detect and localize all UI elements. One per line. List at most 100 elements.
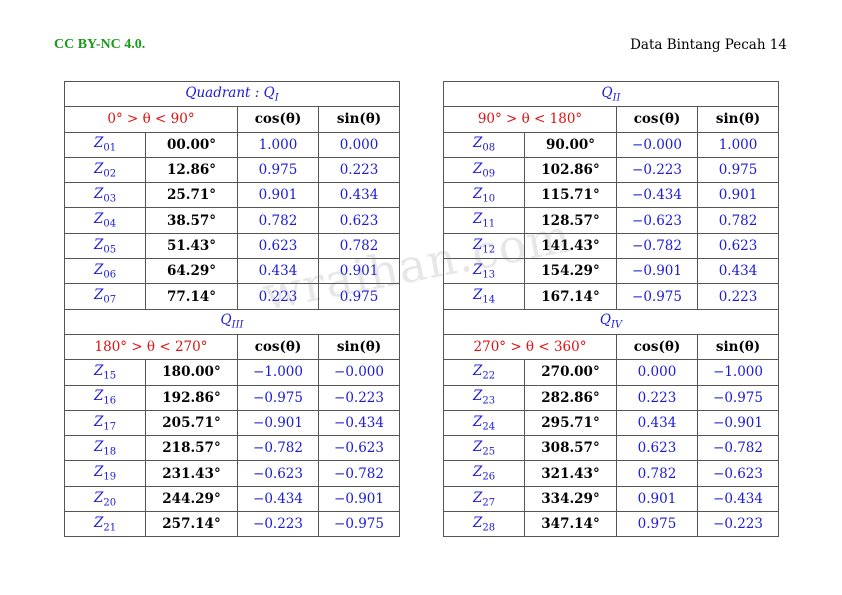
- angle-value: 154.29°: [524, 258, 617, 285]
- table-row: Z05 51.43° 0.623 0.782: [64, 232, 401, 260]
- table-row: Z11 128.57° −0.623 0.782: [443, 207, 780, 234]
- table-row: Z23 282.86° 0.223 −0.975: [443, 384, 780, 411]
- quadrant-table-left: Quadrant : QI 0° > θ < 90° cos(θ) sin(θ) Z 01…: [63, 80, 401, 538]
- point-letter: Z: [472, 160, 483, 177]
- angle-value: 128.57°: [524, 207, 617, 234]
- angle-range: 90° > θ < 180°: [443, 106, 617, 133]
- point-letter: Z: [472, 464, 483, 481]
- point-letter: Z: [472, 489, 483, 506]
- column-header-row: 180° > θ < 270° cos(θ) sin(θ): [64, 333, 401, 361]
- sin-value: 0.975: [317, 283, 401, 310]
- angle-value: 231.43°: [145, 460, 238, 487]
- point-index: 25: [482, 446, 496, 458]
- point-letter: Z: [93, 211, 104, 228]
- point-index: 28: [482, 522, 496, 534]
- point-letter: Z: [93, 160, 104, 177]
- sin-value: 0.782: [317, 232, 401, 260]
- sin-column-header: sin(θ): [317, 106, 401, 133]
- cos-value: −0.901: [616, 258, 698, 285]
- angle-value: 64.29°: [145, 258, 238, 285]
- sin-value: −0.782: [317, 460, 401, 487]
- angle-value: 115.71°: [524, 182, 617, 209]
- cos-value: 0.975: [616, 511, 698, 538]
- table-row: Z14 167.14° −0.975 0.223: [443, 283, 780, 310]
- cos-value: 0.782: [616, 460, 698, 487]
- quadrant-heading-row: QIV: [442, 308, 780, 335]
- angle-value: 257.14°: [145, 511, 238, 538]
- point-label: Z06: [64, 258, 146, 285]
- angle-value: 00.00°: [145, 131, 238, 158]
- quadrant-heading-row: Quadrant : QI: [63, 80, 401, 108]
- angle-value: 25.71°: [145, 182, 238, 209]
- point-label: Z19: [64, 460, 146, 487]
- point-label: Z15: [64, 359, 146, 386]
- point-index: 07: [103, 294, 117, 306]
- angle-value: 218.57°: [145, 435, 238, 462]
- angle-value: 12.86°: [145, 156, 238, 184]
- point-index: 10: [482, 193, 496, 205]
- angle-value: 167.14°: [524, 283, 617, 310]
- point-letter: Z: [472, 211, 483, 228]
- cos-value: 0.434: [616, 409, 698, 437]
- quadrant-heading: Quadrant : QI: [63, 80, 401, 108]
- sin-value: −0.975: [696, 384, 780, 411]
- angle-value: 347.14°: [524, 511, 617, 538]
- table-row: Z12 141.43° −0.782 0.623: [443, 232, 780, 260]
- point-label: Z25: [443, 435, 525, 462]
- point-index: 17: [103, 421, 117, 433]
- sin-value: 0.000: [317, 131, 401, 158]
- point-label: Z07: [64, 283, 146, 310]
- cos-value: −0.901: [237, 409, 319, 437]
- cos-value: −0.434: [237, 485, 319, 513]
- point-letter: Z: [93, 261, 104, 278]
- point-index: 04: [103, 218, 117, 230]
- table-row: Z26 321.43° 0.782 −0.623: [443, 460, 780, 487]
- point-index: 03: [103, 193, 117, 205]
- sin-value: 0.623: [317, 207, 401, 234]
- point-index: 14: [482, 294, 496, 306]
- sin-value: 0.434: [696, 258, 780, 285]
- sin-value: 0.223: [317, 156, 401, 184]
- sin-column-header: sin(θ): [696, 333, 780, 361]
- point-label: Z21: [64, 511, 146, 538]
- point-letter: Z: [93, 236, 104, 253]
- cos-value: 0.623: [237, 232, 319, 260]
- point-index: 08: [482, 143, 496, 155]
- cos-value: −0.623: [237, 460, 319, 487]
- table-row: Z13 154.29° −0.901 0.434: [443, 258, 780, 285]
- cos-value: 0.223: [237, 283, 319, 310]
- quadrant-heading-subscript: IV: [610, 320, 623, 332]
- quadrant-heading: QII: [442, 80, 780, 108]
- sin-value: −1.000: [696, 359, 780, 386]
- cos-value: −0.975: [616, 283, 698, 310]
- table-row: Z06 64.29° 0.434 0.901: [64, 258, 401, 285]
- point-index: 01: [103, 143, 117, 155]
- table-row: Z24 295.71° 0.434 −0.901: [443, 409, 780, 437]
- angle-value: 270.00°: [524, 359, 617, 386]
- point-label: Z05: [64, 232, 146, 260]
- table-row: Z16 192.86° −0.975 −0.223: [64, 384, 401, 411]
- point-label: Z16: [64, 384, 146, 411]
- cos-column-header: cos(θ): [237, 333, 319, 361]
- point-index: 20: [103, 497, 117, 509]
- angle-range: 0° > θ < 90°: [64, 106, 238, 133]
- point-label: Z03: [64, 182, 146, 209]
- table-row: Z28 347.14° 0.975 −0.223: [443, 511, 780, 538]
- point-index: 26: [482, 471, 496, 483]
- quadrant-heading-subscript: I: [274, 92, 279, 104]
- sin-value: −0.223: [696, 511, 780, 538]
- table-row: Z27 334.29° 0.901 −0.434: [443, 485, 780, 513]
- sin-column-header: sin(θ): [696, 106, 780, 133]
- angle-value: 180.00°: [145, 359, 238, 386]
- sin-value: 0.434: [317, 182, 401, 209]
- point-letter: Z: [472, 438, 483, 455]
- point-index: 24: [482, 421, 496, 433]
- sin-value: 0.901: [317, 258, 401, 285]
- point-letter: Z: [472, 363, 483, 380]
- point-letter: Z: [472, 236, 483, 253]
- cos-value: −1.000: [237, 359, 319, 386]
- point-label: Z11: [443, 207, 525, 234]
- point-label: Z10: [443, 182, 525, 209]
- angle-value: 141.43°: [524, 232, 617, 260]
- cos-value: 0.782: [237, 207, 319, 234]
